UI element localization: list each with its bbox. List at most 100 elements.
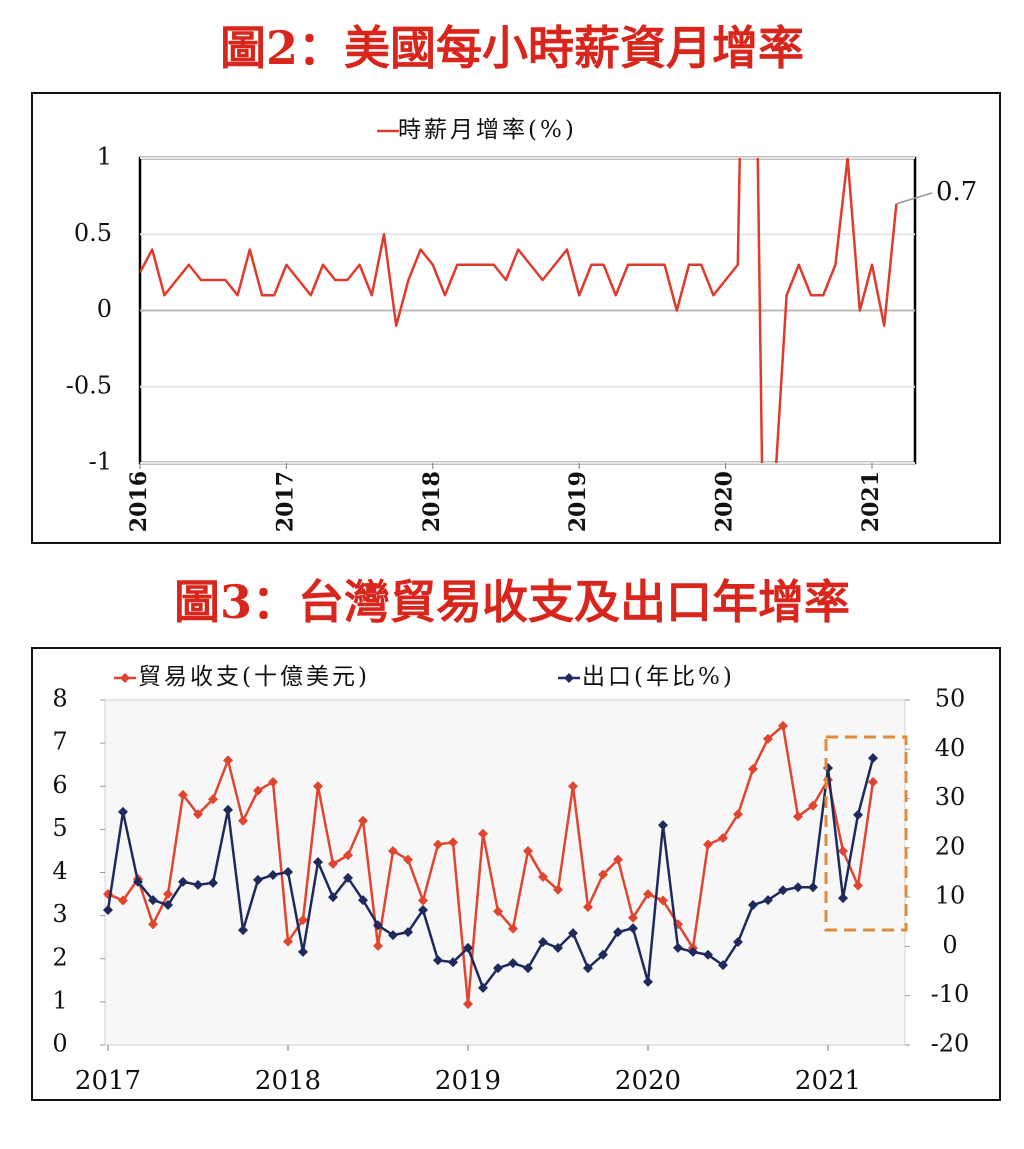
marker (838, 845, 848, 856)
marker (148, 919, 158, 930)
y-tick-label: 0 (97, 295, 112, 323)
marker (778, 720, 788, 731)
marker (643, 976, 653, 987)
marker (778, 885, 788, 896)
y-tick-label: 4 (52, 857, 67, 885)
line (107, 724, 875, 1006)
marker (253, 874, 263, 885)
marker (103, 904, 113, 915)
x-tick-label: 2019 (565, 471, 591, 532)
marker (718, 960, 728, 971)
marker (733, 809, 743, 820)
marker (808, 800, 818, 811)
marker (658, 895, 668, 906)
marker (673, 942, 683, 953)
marker (343, 850, 353, 861)
marker (643, 889, 653, 900)
marker (463, 942, 473, 953)
marker (403, 927, 413, 938)
marker (748, 764, 758, 774)
x-tick-label: 2018 (419, 471, 445, 532)
marker (223, 804, 233, 815)
marker (208, 794, 218, 805)
annotation-leader (896, 192, 933, 205)
marker (388, 845, 398, 856)
marker (433, 839, 443, 850)
marker (538, 936, 548, 947)
marker (313, 781, 323, 792)
highlight-box (824, 735, 908, 932)
marker (343, 872, 353, 883)
marker (748, 900, 758, 911)
x-tick-label: 2016 (126, 471, 152, 532)
marker (238, 815, 248, 826)
marker (118, 895, 128, 906)
marker (493, 906, 503, 917)
x-tick-label: 2019 (435, 1066, 501, 1096)
marker (613, 927, 623, 938)
plot-area (104, 699, 906, 1046)
marker (298, 914, 308, 925)
marker (388, 930, 398, 941)
marker (508, 958, 518, 969)
marker (583, 902, 593, 912)
legend-marker (564, 673, 574, 683)
marker (793, 811, 803, 822)
marker (148, 895, 158, 906)
y-tick-label: 8 (52, 685, 67, 713)
marker (763, 733, 773, 744)
x-tick-label: 2020 (615, 1066, 681, 1096)
x-tick-label: 2017 (75, 1066, 141, 1096)
marker (448, 837, 458, 848)
marker (853, 809, 863, 820)
y2-tick-label: 30 (935, 783, 966, 811)
y2-tick-label: 10 (935, 882, 966, 910)
marker (808, 882, 818, 893)
marker (733, 936, 743, 947)
marker (568, 928, 578, 939)
legend-label: 時薪月增率(%) (398, 117, 577, 143)
marker (478, 982, 488, 993)
marker (793, 882, 803, 893)
y2-tick-label: 20 (935, 832, 966, 860)
marker (853, 880, 863, 891)
marker (553, 884, 563, 895)
marker (463, 999, 473, 1010)
marker (433, 955, 443, 966)
legend-marker (120, 673, 130, 683)
marker (283, 867, 293, 878)
marker (583, 963, 593, 974)
marker (478, 828, 488, 839)
marker (628, 923, 638, 934)
marker (658, 820, 668, 831)
y2-tick-label: 0 (942, 931, 957, 959)
marker (208, 877, 218, 888)
marker (553, 942, 563, 953)
y-tick-label: 0 (52, 1030, 67, 1058)
marker (238, 925, 248, 936)
marker (193, 879, 203, 890)
marker (163, 889, 173, 900)
y2-tick-label: 40 (935, 734, 966, 762)
y2-tick-label: -10 (931, 980, 970, 1008)
marker (448, 957, 458, 968)
x-tick-label: 2021 (795, 1066, 861, 1096)
marker (718, 833, 728, 843)
y-tick-label: 3 (52, 900, 67, 928)
marker (178, 876, 188, 887)
y-tick-label: 2 (52, 943, 67, 971)
marker (223, 755, 233, 766)
legend-label: 出口(年比%) (582, 664, 735, 690)
marker (358, 815, 368, 826)
marker (868, 776, 878, 787)
x-tick-label: 2020 (712, 471, 738, 532)
annotation: 0.7 (936, 177, 977, 207)
marker (628, 912, 638, 923)
marker (118, 806, 128, 817)
marker (703, 949, 713, 960)
y-tick-label: -1 (89, 448, 112, 476)
marker (193, 809, 203, 820)
marker (328, 858, 338, 869)
y-tick-label: 1 (97, 143, 112, 171)
